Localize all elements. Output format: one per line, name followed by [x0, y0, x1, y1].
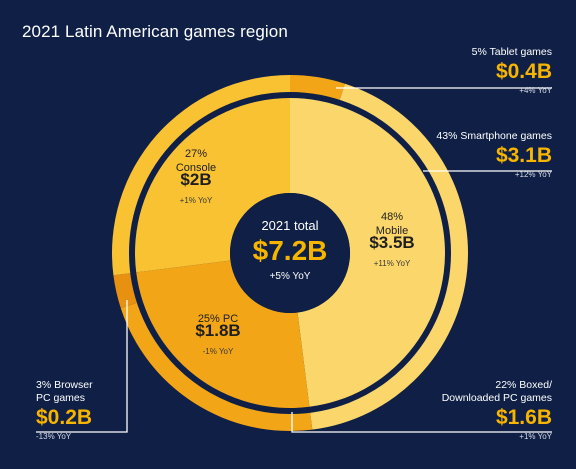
callout-boxed-pc: 22% Boxed/ Downloaded PC games $1.6B +1%… — [442, 379, 552, 443]
slice-pc — [136, 260, 310, 408]
callout-browser-value: $0.2B — [36, 406, 93, 429]
callout-tablet: 5% Tablet games $0.4B +4% YoY — [472, 46, 552, 97]
segment-smartphone — [310, 83, 468, 430]
slice-console-value: $2B — [180, 170, 211, 189]
leader-lines — [36, 87, 552, 433]
callout-browser-label-1: 3% Browser — [36, 379, 93, 391]
callout-smartphone-yoy: +12% YoY — [514, 170, 552, 179]
callout-boxed-pc-label-1: 22% Boxed/ — [495, 379, 552, 391]
ring-gap — [129, 92, 451, 414]
segment-boxed-pc — [120, 302, 313, 432]
slice-pc-yoy: -1% YoY — [203, 347, 234, 356]
inner-labels: 48% Mobile$3.5B +11% YoY 25% PC$1.8B -1% YoY… — [176, 148, 415, 356]
callout-smartphone: 43% Smartphone games $3.1B +12% YoY — [436, 130, 552, 181]
slice-mobile-value: $3.5B — [369, 233, 414, 252]
slice-console-label-1: 27% — [185, 148, 207, 160]
center-labels: 2021 total $7.2B +5% YoY — [253, 218, 328, 282]
slice-mobile-label-1: 48% — [381, 211, 403, 223]
center-hole — [230, 193, 350, 313]
callout-tablet-label: 5% Tablet games — [471, 46, 552, 58]
outer-ring — [111, 75, 468, 432]
center-total-label: 2021 total — [261, 218, 318, 233]
center-total-value: $7.2B — [253, 235, 328, 266]
callout-boxed-pc-yoy: +1% YoY — [519, 432, 552, 441]
segment-tablet — [290, 75, 346, 101]
callout-browser: 3% Browser PC games $0.2B -13% YoY — [36, 379, 93, 443]
slice-pc-value: $1.8B — [195, 321, 240, 340]
slice-console-yoy: +1% YoY — [180, 196, 213, 205]
callout-boxed-pc-label-2: Downloaded PC games — [441, 392, 552, 404]
slice-mobile-label-2: Mobile — [376, 225, 408, 237]
callout-tablet-value: $0.4B — [495, 60, 552, 83]
leader-line-browser — [36, 300, 128, 433]
callout-smartphone-value: $3.1B — [495, 144, 552, 167]
callout-browser-yoy: -13% YoY — [36, 432, 72, 441]
center-total-yoy: +5% YoY — [270, 271, 311, 282]
slice-mobile — [290, 98, 446, 407]
chart-title: 2021 Latin American games region — [22, 22, 288, 41]
callout-smartphone-label: 43% Smartphone games — [436, 130, 552, 142]
slice-mobile-yoy: +11% YoY — [374, 259, 411, 268]
leader-line-boxed-pc — [291, 412, 552, 433]
callout-browser-label-2: PC games — [36, 392, 86, 404]
slice-pc-label-1: 25% PC — [198, 313, 238, 325]
callout-boxed-pc-value: $1.6B — [495, 406, 552, 429]
callout-tablet-yoy: +4% YoY — [519, 86, 552, 95]
inner-pie — [135, 98, 446, 408]
slice-console — [135, 98, 290, 273]
slice-console-label-2: Console — [176, 162, 216, 174]
